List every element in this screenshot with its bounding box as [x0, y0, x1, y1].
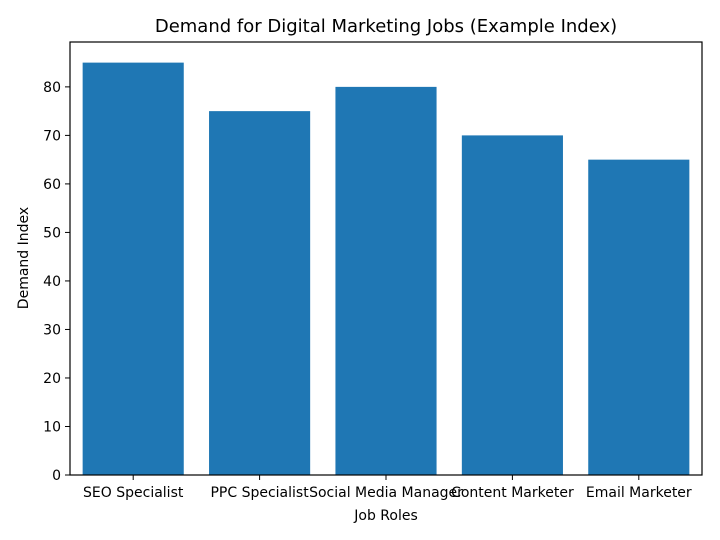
- y-tick-label: 0: [52, 468, 61, 484]
- x-tick-label: Email Marketer: [586, 485, 692, 501]
- y-tick-label: 60: [43, 177, 61, 193]
- x-tick-label: SEO Specialist: [83, 485, 184, 501]
- y-tick-label: 80: [43, 80, 61, 96]
- x-axis-label: Job Roles: [353, 508, 418, 524]
- y-axis-label: Demand Index: [16, 207, 32, 309]
- chart-title: Demand for Digital Marketing Jobs (Examp…: [155, 16, 617, 37]
- x-tick-label: Social Media Manager: [309, 485, 463, 501]
- bar-email-marketer: [588, 159, 690, 476]
- x-tick-label: PPC Specialist: [210, 485, 309, 501]
- bar-social-media-manager: [335, 86, 437, 476]
- bar-ppc-specialist: [209, 111, 311, 475]
- y-tick-label: 10: [43, 419, 61, 435]
- y-tick-label: 30: [43, 322, 61, 338]
- x-tick-label: Content Marketer: [451, 485, 574, 501]
- y-tick-label: 40: [43, 274, 61, 290]
- bar-seo-specialist: [82, 62, 184, 475]
- y-tick-label: 20: [43, 371, 61, 387]
- y-tick-label: 70: [43, 128, 61, 144]
- plot-frame: [69, 41, 703, 476]
- y-ticks-group: 0 10 20 30 40 50 60 70 80: [43, 80, 70, 484]
- bars-group: [82, 62, 690, 476]
- bar-content-marketer: [461, 135, 563, 475]
- y-tick-label: 50: [43, 225, 61, 241]
- x-ticks-group: SEO Specialist PPC Specialist Social Media…: [83, 475, 692, 501]
